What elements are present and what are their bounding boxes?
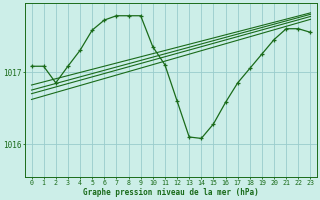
X-axis label: Graphe pression niveau de la mer (hPa): Graphe pression niveau de la mer (hPa) — [83, 188, 259, 197]
